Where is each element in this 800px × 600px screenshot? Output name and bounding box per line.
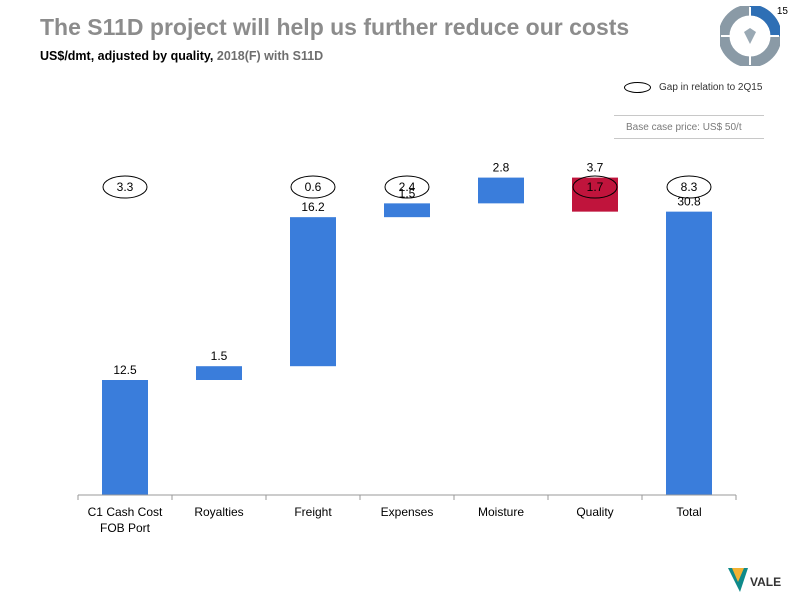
legend-oval-icon <box>624 81 651 93</box>
data-label: 12.5 <box>113 363 137 377</box>
cycle-ring-highlight <box>749 6 780 37</box>
page-number: 15 <box>776 6 788 17</box>
subtitle-scenario: 2018(F) with S11D <box>216 49 324 63</box>
base-price-note: Base case price: US$ 50/t <box>614 115 764 139</box>
page-title: The S11D project will help us further re… <box>40 14 630 40</box>
vale-logo-text: VALE <box>750 575 781 589</box>
page-subtitle: US$/dmt, adjusted by quality, 2018(F) wi… <box>40 49 323 63</box>
data-label: 3.7 <box>587 161 604 175</box>
gap-oval <box>290 175 336 199</box>
legend-label: Gap in relation to 2Q15 <box>659 81 763 93</box>
gap-oval <box>666 175 712 199</box>
gap-oval <box>102 175 148 199</box>
data-label: 2.8 <box>493 161 510 175</box>
tick-label: Moisture <box>478 505 524 519</box>
tick-label: Quality <box>576 505 613 519</box>
gap-legend: Gap in relation to 2Q15 <box>624 78 762 96</box>
subtitle-units: US$/dmt, adjusted by quality, <box>40 49 214 63</box>
data-label: 16.2 <box>301 200 325 214</box>
gap-oval <box>384 175 430 199</box>
cycle-center-mark <box>744 28 756 44</box>
bar <box>290 217 336 367</box>
gap-value: 2.4 <box>399 180 416 194</box>
bar <box>478 177 524 204</box>
data-label: 1.5 <box>211 349 228 363</box>
vale-logo-mark-light <box>732 568 744 582</box>
bar <box>196 366 242 380</box>
gap-value: 0.6 <box>305 180 322 194</box>
bar <box>384 203 430 218</box>
tick-label: Expenses <box>381 505 434 519</box>
gap-value: 3.3 <box>117 180 134 194</box>
tick-label: Royalties <box>194 505 243 519</box>
gap-oval <box>572 175 618 199</box>
tick-label: C1 Cash Cost FOB Port <box>88 505 163 535</box>
tick-label: Total <box>676 505 701 519</box>
vale-logo: VALE <box>728 568 781 592</box>
data-label: 1.5 <box>399 186 416 200</box>
tick-label: Freight <box>294 505 332 519</box>
gap-value: 1.7 <box>587 180 604 194</box>
cycle-logo-icon <box>720 6 780 66</box>
gap-value: 8.3 <box>681 180 698 194</box>
bar <box>666 211 712 495</box>
bar <box>102 380 148 495</box>
